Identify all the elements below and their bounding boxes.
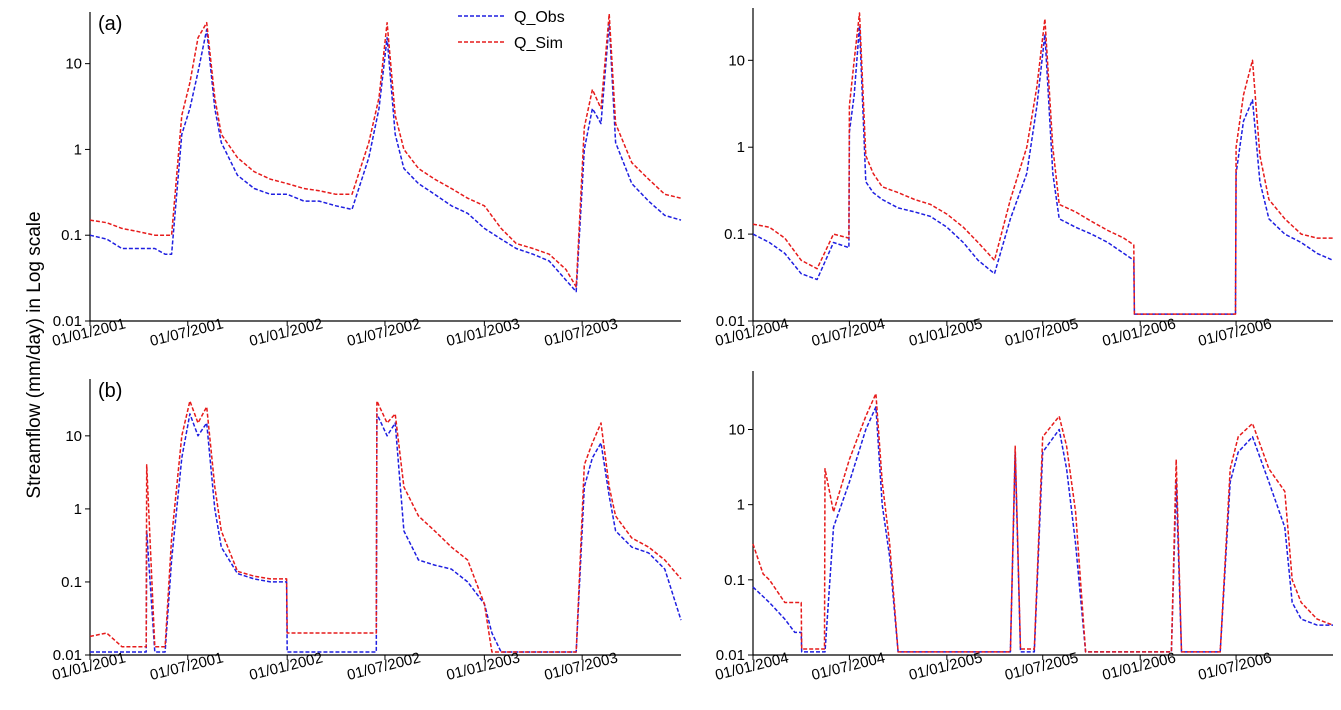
y-tick-label: 10 [65,56,82,73]
series-line-q-sim [89,400,682,653]
panel-label: (b) [98,380,122,402]
y-tick-label: 0.1 [61,227,82,244]
legend-label-q-sim: Q_Sim [514,35,563,52]
y-tick-label: 0.01 [53,647,82,664]
y-tick-label: 1 [737,497,745,514]
y-tick-label: 10 [65,428,82,445]
y-tick-label: 0.1 [724,226,745,243]
legend-label-q-obs: Q_Obs [514,9,565,26]
y-tick-label: 0.01 [53,313,82,330]
y-tick-label: 0.01 [716,647,745,664]
y-tick-label: 10 [728,421,745,438]
legend: Q_Obs Q_Sim [458,9,565,52]
series-line-q-sim [752,12,1333,315]
y-tick-label: 0.01 [716,313,745,330]
y-tick-label: 10 [728,52,745,69]
series-line-q-sim [752,392,1334,653]
series-line-q-obs [90,413,682,653]
y-axis-label: Streamflow (mm/day) in Log scale [24,211,45,498]
series-line-q-obs [752,24,1334,315]
y-tick-label: 1 [74,501,82,518]
y-tick-label: 0.1 [61,574,82,591]
panel-label: (a) [98,13,122,35]
y-tick-label: 1 [737,139,745,156]
series-line-q-obs [89,21,682,293]
y-tick-label: 1 [74,141,82,158]
series-line-q-obs [752,406,1333,653]
series-line-q-sim [89,13,682,288]
y-tick-label: 0.1 [724,572,745,589]
